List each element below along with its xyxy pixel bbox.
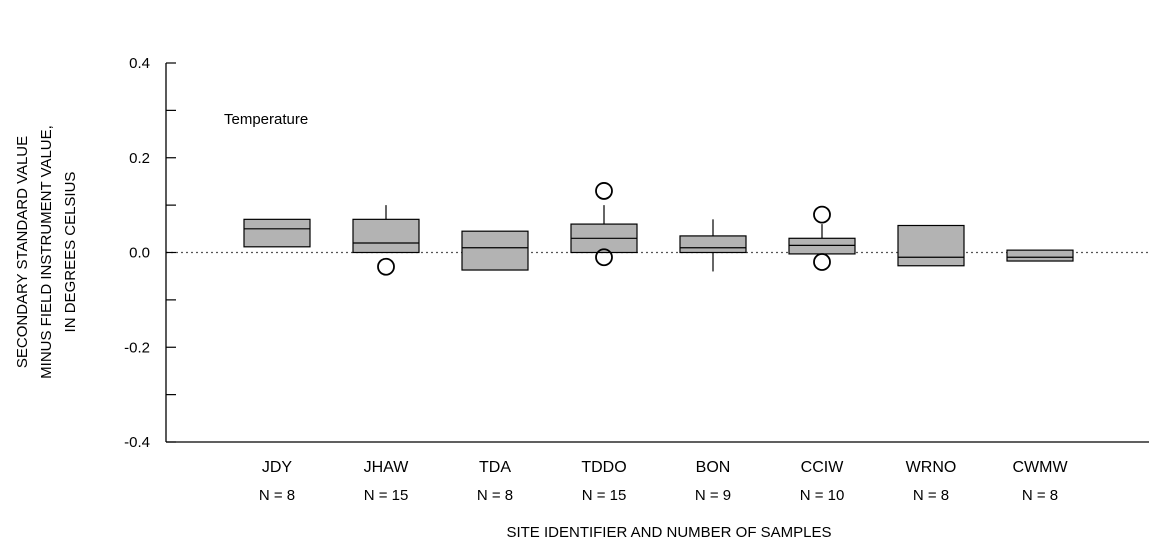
box-jhaw bbox=[352, 218, 420, 254]
box-jdy bbox=[243, 218, 311, 248]
y-tick-label: 0.2 bbox=[129, 150, 150, 167]
box-cwmw bbox=[1006, 249, 1074, 262]
outlier-point bbox=[595, 182, 613, 200]
site-label: JHAW bbox=[364, 459, 410, 476]
outlier-point bbox=[813, 205, 831, 224]
y-axis-label: SECONDARY STANDARD VALUE MINUS FIELD INS… bbox=[14, 125, 79, 379]
sample-count-label: N = 10 bbox=[800, 487, 845, 504]
box-wrno bbox=[897, 224, 965, 267]
sample-count-label: N = 8 bbox=[259, 487, 295, 504]
sample-count-label: N = 8 bbox=[913, 487, 949, 504]
outlier-point bbox=[377, 257, 395, 276]
sample-count-label: N = 15 bbox=[582, 487, 627, 504]
x-axis-label: SITE IDENTIFIER AND NUMBER OF SAMPLES bbox=[506, 524, 831, 541]
site-label: WRNO bbox=[906, 459, 957, 476]
site-label: CCIW bbox=[801, 459, 845, 476]
sample-count-label: N = 9 bbox=[695, 487, 731, 504]
y-tick-label: -0.2 bbox=[124, 339, 150, 356]
sample-count-label: N = 8 bbox=[1022, 487, 1058, 504]
y-tick-label: 0.4 bbox=[129, 55, 150, 72]
box-bon bbox=[679, 235, 747, 254]
site-label: BON bbox=[696, 459, 731, 476]
site-label: TDDO bbox=[581, 459, 626, 476]
y-axis-label-line-2: MINUS FIELD INSTRUMENT VALUE, bbox=[38, 125, 55, 379]
box-tda bbox=[461, 230, 529, 271]
outlier-point bbox=[595, 248, 613, 267]
box-cciw bbox=[788, 237, 856, 255]
chart-annotation: Temperature bbox=[224, 111, 308, 128]
site-label: JDY bbox=[262, 459, 293, 476]
plot-area: -0.4 -0.2 0.0 0.2 0.4 JDY N = 8 JHAW N = 15 TDA N … bbox=[124, 55, 1149, 504]
site-label: CWMW bbox=[1012, 459, 1068, 476]
outlier-point bbox=[813, 253, 831, 271]
y-tick-label: 0.0 bbox=[129, 245, 150, 262]
y-tick-label: -0.4 bbox=[124, 434, 150, 451]
y-axis-label-line-1: SECONDARY STANDARD VALUE bbox=[14, 136, 31, 368]
sample-count-label: N = 8 bbox=[477, 487, 513, 504]
y-axis-label-line-3: IN DEGREES CELSIUS bbox=[62, 172, 79, 333]
sample-count-label: N = 15 bbox=[364, 487, 409, 504]
site-label: TDA bbox=[479, 459, 511, 476]
